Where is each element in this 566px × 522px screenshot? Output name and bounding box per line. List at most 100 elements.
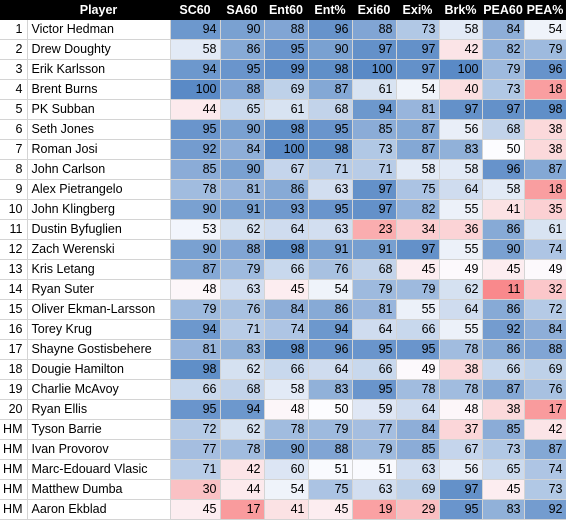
stat-cell: 66	[264, 359, 309, 380]
stat-cell: 84	[396, 419, 440, 440]
stat-cell: 81	[396, 99, 440, 120]
stat-cell: 64	[352, 319, 397, 340]
stat-cell: 86	[482, 339, 525, 360]
stat-cell: 68	[482, 119, 525, 140]
stat-cell: 97	[439, 99, 483, 120]
stat-cell: 98	[308, 59, 353, 80]
header-row: Player SC60 SA60 Ent60 Ent% Exi60 Exi% Brk% PEA6…	[0, 0, 566, 20]
stat-cell: 54	[308, 279, 353, 300]
rank-cell: 15	[0, 299, 28, 320]
stat-cell: 97	[396, 59, 440, 80]
stat-cell: 88	[220, 79, 265, 100]
stat-cell: 90	[170, 239, 221, 260]
stat-cell: 49	[439, 259, 483, 280]
player-name-cell: Shayne Gostisbehere	[27, 339, 171, 360]
rank-cell: 2	[0, 39, 28, 60]
stat-cell: 79	[220, 259, 265, 280]
stat-cell: 55	[439, 199, 483, 220]
rank-cell: HM	[0, 459, 28, 480]
stat-cell: 94	[170, 319, 221, 340]
player-name-cell: Oliver Ekman-Larsson	[27, 299, 171, 320]
stat-cell: 45	[482, 259, 525, 280]
stat-cell: 68	[352, 259, 397, 280]
stat-cell: 58	[170, 39, 221, 60]
stat-cell: 68	[308, 99, 353, 120]
stat-cell: 42	[220, 459, 265, 480]
stat-cell: 19	[352, 499, 397, 520]
stat-cell: 84	[264, 299, 309, 320]
stat-cell: 88	[524, 339, 566, 360]
rank-cell: 8	[0, 159, 28, 180]
column-header-player: Player	[27, 0, 170, 20]
table-row: 18 Dougie Hamilton 98 62 66 64 66 49 38 66 69	[0, 359, 566, 380]
stat-cell: 87	[524, 159, 566, 180]
column-header-pea-pct: PEA%	[524, 0, 566, 20]
stat-cell: 84	[482, 20, 525, 40]
table-row: 14 Ryan Suter 48 63 45 54 79 79 62 11 32	[0, 279, 566, 300]
stat-cell: 68	[220, 379, 265, 400]
stat-cell: 73	[524, 479, 566, 500]
stat-cell: 78	[220, 439, 265, 460]
stat-cell: 65	[482, 459, 525, 480]
player-name-cell: Alex Pietrangelo	[27, 179, 171, 200]
stat-cell: 79	[396, 279, 440, 300]
player-name-cell: John Klingberg	[27, 199, 171, 220]
stat-cell: 97	[396, 39, 440, 60]
table-row: 6 Seth Jones 95 90 98 95 85 87 56 68 38	[0, 119, 566, 140]
rank-cell: 5	[0, 99, 28, 120]
stat-cell: 83	[308, 379, 353, 400]
stat-cell: 62	[220, 419, 265, 440]
stat-cell: 41	[264, 499, 309, 520]
stat-cell: 34	[396, 219, 440, 240]
stat-cell: 98	[264, 339, 309, 360]
stat-cell: 90	[308, 39, 353, 60]
stat-cell: 90	[264, 439, 309, 460]
stat-cell: 64	[439, 179, 483, 200]
stat-cell: 44	[220, 479, 265, 500]
stat-cell: 84	[220, 139, 265, 160]
stat-cell: 85	[170, 159, 221, 180]
stat-cell: 64	[439, 299, 483, 320]
stat-cell: 64	[264, 219, 309, 240]
player-name-cell: Seth Jones	[27, 119, 171, 140]
stat-cell: 97	[396, 239, 440, 260]
player-name-cell: John Carlson	[27, 159, 171, 180]
rank-cell: 1	[0, 20, 28, 40]
stat-cell: 54	[396, 79, 440, 100]
stat-cell: 49	[396, 359, 440, 380]
player-name-cell: Ryan Ellis	[27, 399, 171, 420]
stat-cell: 66	[264, 259, 309, 280]
stat-cell: 95	[308, 119, 353, 140]
stat-cell: 78	[264, 419, 309, 440]
stat-cell: 96	[308, 20, 353, 40]
rank-cell: 17	[0, 339, 28, 360]
stat-cell: 81	[352, 299, 397, 320]
stat-cell: 42	[439, 39, 483, 60]
stat-cell: 90	[482, 239, 525, 260]
stat-cell: 100	[170, 79, 221, 100]
table-row: HM Tyson Barrie 72 62 78 79 77 84 37 85 42	[0, 419, 566, 440]
stat-cell: 38	[524, 119, 566, 140]
table-row: HM Marc-Edouard Vlasic 71 42 60 51 51 63 56 65 74	[0, 459, 566, 480]
stat-cell: 78	[396, 379, 440, 400]
stat-cell: 100	[439, 59, 483, 80]
stat-cell: 73	[482, 79, 525, 100]
table-row: 4 Brent Burns 100 88 69 87 61 54 40 73 18	[0, 79, 566, 100]
stat-cell: 45	[170, 499, 221, 520]
stat-cell: 61	[524, 219, 566, 240]
stat-cell: 61	[352, 79, 397, 100]
stat-cell: 45	[482, 479, 525, 500]
stat-cell: 62	[439, 279, 483, 300]
stat-cell: 58	[396, 159, 440, 180]
stat-cell: 58	[439, 20, 483, 40]
stat-cell: 81	[220, 179, 265, 200]
stat-cell: 58	[439, 159, 483, 180]
player-name-cell: Marc-Edouard Vlasic	[27, 459, 171, 480]
table-row: HM Matthew Dumba 30 44 54 75 63 69 97 45 73	[0, 479, 566, 500]
table-row: 12 Zach Werenski 90 88 98 91 91 97 55 90 74	[0, 239, 566, 260]
column-header-exi-pct: Exi%	[396, 0, 439, 20]
stat-cell: 85	[396, 439, 440, 460]
stat-cell: 81	[170, 339, 221, 360]
stat-cell: 56	[439, 119, 483, 140]
